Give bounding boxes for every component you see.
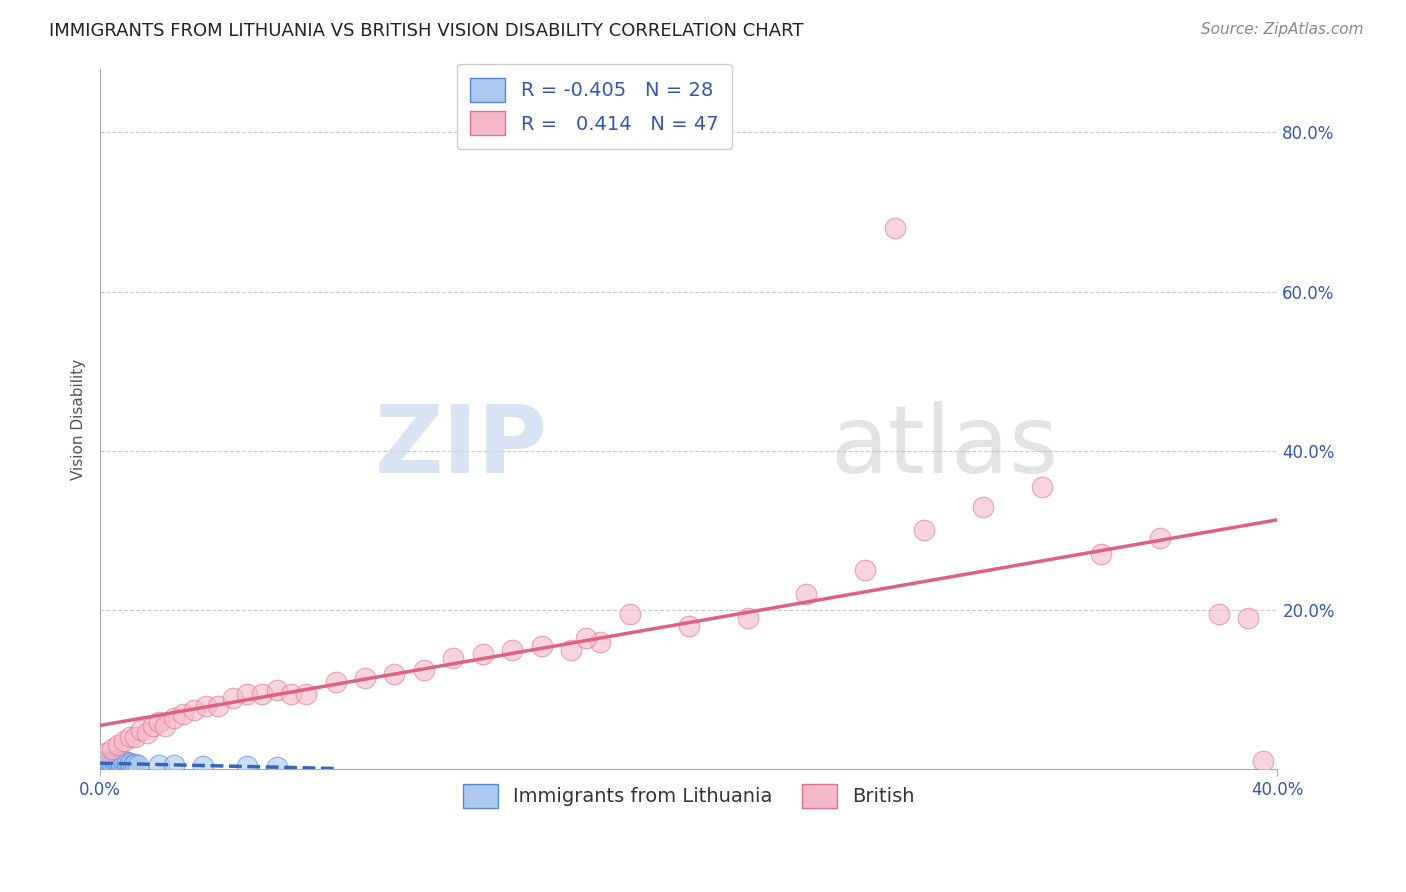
Point [1090,547,1112,561]
Point [912,524,935,538]
Point [575,631,598,645]
Point [221,690,243,705]
Text: Source: ZipAtlas.com: Source: ZipAtlas.com [1201,22,1364,37]
Point [163,710,186,724]
Point [115,755,138,769]
Point [384,666,406,681]
Point [94,747,117,761]
Point [121,757,143,772]
Point [236,687,259,701]
Legend: Immigrants from Lithuania, British: Immigrants from Lithuania, British [456,776,922,815]
Point [118,756,141,770]
Point [110,756,132,770]
Point [148,714,170,729]
Point [883,220,905,235]
Point [172,706,194,721]
Point [183,703,205,717]
Point [101,742,124,756]
Point [112,757,135,772]
Point [412,663,434,677]
Point [250,687,273,701]
Point [1237,611,1260,625]
Point [589,635,612,649]
Point [354,671,377,685]
Point [195,698,218,713]
Point [136,726,159,740]
Point [110,758,132,772]
Point [207,698,229,713]
Point [560,643,582,657]
Point [148,757,170,772]
Point [266,682,288,697]
Point [107,755,129,769]
Point [118,758,141,772]
Point [124,731,146,745]
Point [91,756,114,770]
Point [127,758,149,772]
Point [97,755,120,769]
Point [131,723,153,737]
Point [112,734,135,748]
Point [1031,480,1053,494]
Point [295,687,318,701]
Point [191,759,214,773]
Point [471,647,494,661]
Point [118,731,141,745]
Point [101,756,124,770]
Point [107,756,129,771]
Text: atlas: atlas [830,401,1059,493]
Y-axis label: Vision Disability: Vision Disability [72,359,86,480]
Point [619,607,641,621]
Point [142,718,165,732]
Point [530,639,553,653]
Point [325,674,347,689]
Point [153,718,176,732]
Point [94,755,117,769]
Point [163,758,186,772]
Point [853,563,876,577]
Point [678,619,700,633]
Point [97,756,120,771]
Point [280,687,302,701]
Point [972,500,994,514]
Point [112,755,135,769]
Point [1251,755,1274,769]
Point [1149,532,1171,546]
Point [796,587,818,601]
Point [104,755,127,769]
Text: IMMIGRANTS FROM LITHUANIA VS BRITISH VISION DISABILITY CORRELATION CHART: IMMIGRANTS FROM LITHUANIA VS BRITISH VIS… [49,22,804,40]
Point [115,756,138,771]
Point [737,611,759,625]
Point [91,758,114,772]
Point [236,759,259,773]
Point [104,757,127,772]
Point [124,756,146,771]
Point [94,757,117,772]
Point [501,643,523,657]
Point [441,650,464,665]
Point [266,760,288,774]
Point [101,758,124,772]
Text: ZIP: ZIP [374,401,547,493]
Point [1208,607,1230,621]
Point [107,739,129,753]
